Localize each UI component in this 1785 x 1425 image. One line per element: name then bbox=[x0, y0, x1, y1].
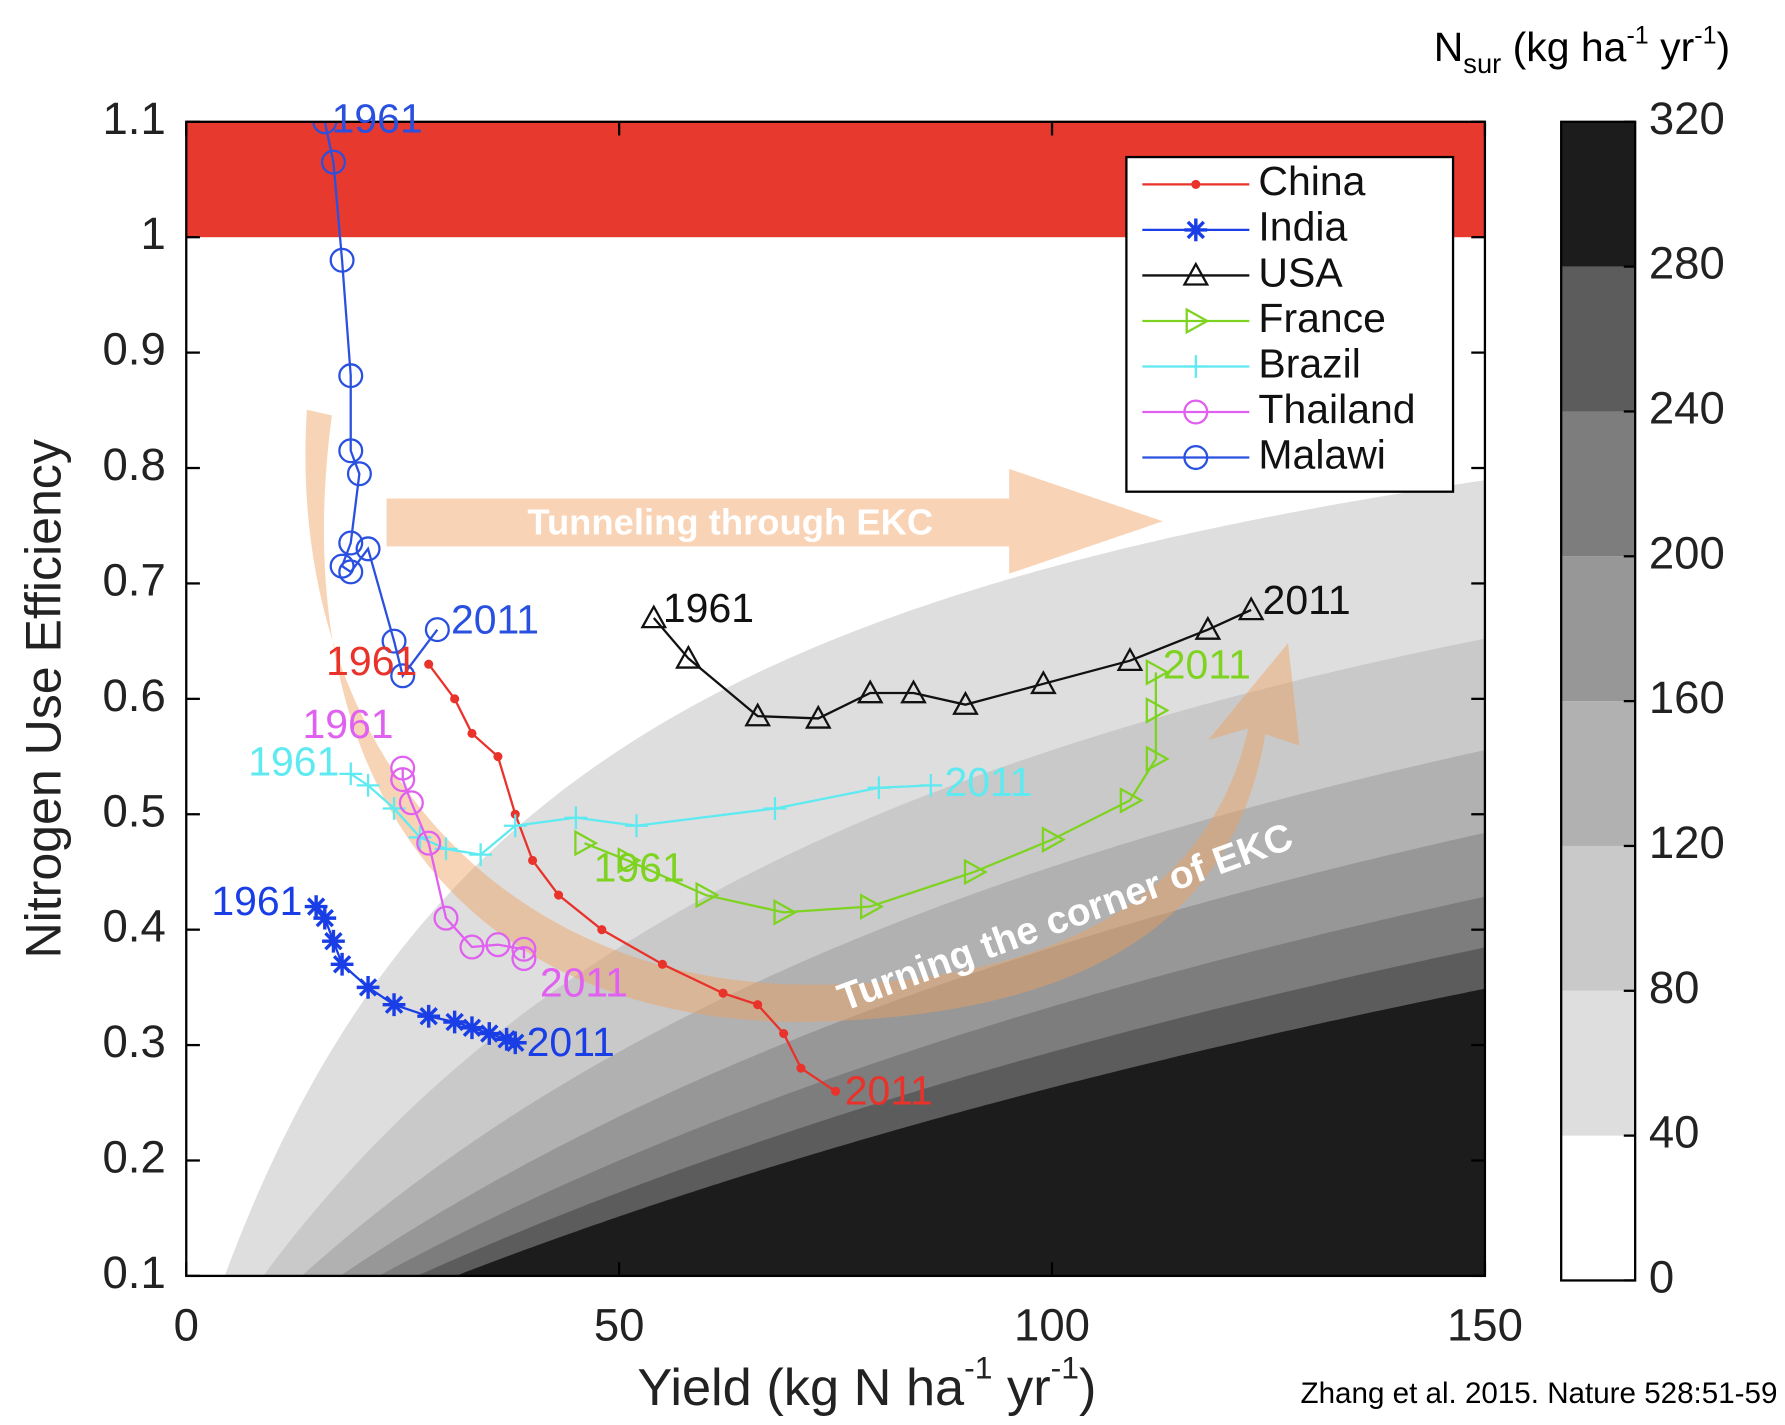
legend-label: India bbox=[1258, 204, 1347, 250]
colorbar-band bbox=[1561, 411, 1635, 556]
x-label-part: ) bbox=[1079, 1359, 1096, 1417]
y-tick-label: 1.1 bbox=[102, 93, 165, 144]
legend-label: China bbox=[1258, 158, 1365, 204]
cb-label-part: sur bbox=[1463, 48, 1501, 79]
colorbar-tick-label: 0 bbox=[1649, 1251, 1674, 1302]
year-label: 1961 bbox=[302, 701, 393, 747]
y-tick-label: 0.3 bbox=[102, 1016, 165, 1067]
colorbar-band bbox=[1561, 1136, 1635, 1281]
chart: Tunneling through EKC Turning the corner… bbox=[0, 0, 1785, 1425]
point bbox=[443, 1011, 466, 1034]
year-label: 1961 bbox=[594, 844, 685, 890]
year-label: 1961 bbox=[663, 585, 754, 631]
citation: Zhang et al. 2015. Nature 528:51-59 bbox=[1301, 1377, 1778, 1410]
colorbar-tick-label: 280 bbox=[1649, 238, 1725, 289]
colorbar-band bbox=[1561, 556, 1635, 701]
year-label: 2011 bbox=[845, 1067, 933, 1113]
point bbox=[495, 753, 502, 760]
point bbox=[425, 661, 432, 668]
y-tick-label: 0.2 bbox=[102, 1132, 165, 1183]
point bbox=[798, 1065, 805, 1072]
year-label: 1961 bbox=[326, 638, 417, 684]
point bbox=[529, 857, 536, 864]
y-tick-label: 0.6 bbox=[102, 670, 165, 721]
x-tick-label: 0 bbox=[174, 1299, 199, 1350]
point bbox=[383, 993, 406, 1016]
colorbar-band bbox=[1561, 991, 1635, 1136]
colorbar-tick-label: 160 bbox=[1649, 672, 1725, 723]
x-label-part: Yield (kg N ha bbox=[637, 1359, 965, 1417]
colorbar-tick-label: 200 bbox=[1649, 527, 1725, 578]
point bbox=[754, 1001, 761, 1008]
x-label-part: yr bbox=[993, 1359, 1051, 1417]
point bbox=[313, 907, 336, 930]
point bbox=[357, 976, 380, 999]
point bbox=[598, 926, 605, 933]
x-tick-label: 50 bbox=[594, 1299, 645, 1350]
annotation: Tunneling through EKC bbox=[527, 501, 933, 542]
point bbox=[469, 730, 476, 737]
y-tick-label: 1 bbox=[140, 208, 165, 259]
point bbox=[451, 695, 458, 702]
point bbox=[1192, 181, 1199, 188]
year-label: 2011 bbox=[451, 597, 539, 643]
y-axis-label: Nitrogen Use Efficiency bbox=[16, 439, 72, 958]
colorbar-band bbox=[1561, 267, 1635, 412]
x-tick-label: 150 bbox=[1447, 1299, 1523, 1350]
colorbar-tick-label: 320 bbox=[1649, 93, 1725, 144]
x-label-part: -1 bbox=[1051, 1350, 1079, 1386]
year-label: 2011 bbox=[1263, 577, 1351, 623]
colorbar-band bbox=[1561, 122, 1635, 267]
cb-label-part: (kg ha bbox=[1501, 24, 1626, 70]
point bbox=[478, 1022, 501, 1045]
legend-label: Thailand bbox=[1258, 386, 1415, 432]
point bbox=[461, 1016, 484, 1039]
y-tick-label: 0.4 bbox=[102, 901, 165, 952]
year-label: 2011 bbox=[540, 960, 628, 1006]
point bbox=[720, 990, 727, 997]
year-label: 1961 bbox=[332, 96, 423, 142]
point bbox=[322, 930, 345, 953]
colorbar-tick-label: 240 bbox=[1649, 382, 1725, 433]
point bbox=[504, 1031, 527, 1054]
legend-label: Malawi bbox=[1258, 431, 1385, 477]
colorbar-label: Nsur (kg ha-1 yr-1) bbox=[1434, 21, 1730, 79]
year-label: 2011 bbox=[1163, 642, 1251, 688]
y-tick-label: 0.5 bbox=[102, 785, 165, 836]
cb-label-part: -1 bbox=[1694, 21, 1716, 49]
y-tick-label: 0.9 bbox=[102, 324, 165, 375]
colorbar-band bbox=[1561, 846, 1635, 991]
x-label-part: -1 bbox=[964, 1350, 992, 1386]
colorbar-tick-label: 40 bbox=[1649, 1107, 1700, 1158]
cb-label-part: -1 bbox=[1626, 21, 1648, 49]
year-label: 2011 bbox=[944, 759, 1032, 805]
colorbar-tick-label: 120 bbox=[1649, 817, 1725, 868]
legend-label: USA bbox=[1258, 249, 1343, 295]
legend-label: France bbox=[1258, 295, 1386, 341]
colorbar-tick-label: 80 bbox=[1649, 962, 1700, 1013]
y-tick-label: 0.1 bbox=[102, 1247, 165, 1298]
colorbar-band bbox=[1561, 701, 1635, 846]
y-tick-label: 0.8 bbox=[102, 439, 165, 490]
year-label: 1961 bbox=[211, 878, 302, 924]
point bbox=[780, 1030, 787, 1037]
cb-label-part: ) bbox=[1716, 24, 1730, 70]
year-label: 2011 bbox=[527, 1019, 615, 1065]
x-tick-label: 100 bbox=[1014, 1299, 1090, 1350]
cb-label-part: yr bbox=[1649, 24, 1695, 70]
y-tick-label: 0.7 bbox=[102, 554, 165, 605]
point bbox=[555, 892, 562, 899]
point bbox=[832, 1088, 839, 1095]
cb-label-part: N bbox=[1434, 24, 1464, 70]
legend-label: Brazil bbox=[1258, 340, 1360, 386]
point bbox=[659, 961, 666, 968]
point bbox=[1184, 219, 1207, 242]
point bbox=[331, 953, 354, 976]
x-axis-label: Yield (kg N ha-1 yr-1) bbox=[637, 1350, 1096, 1417]
